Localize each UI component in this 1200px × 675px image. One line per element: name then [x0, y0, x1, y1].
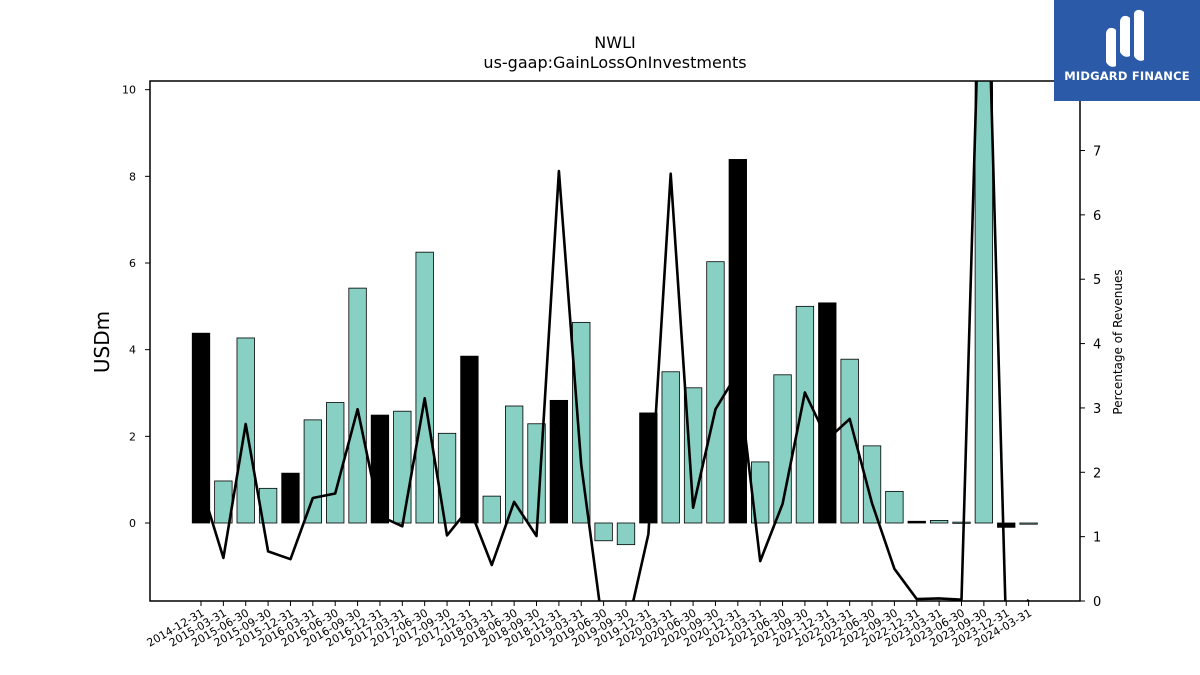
y2-tick-label: 1	[1093, 531, 1101, 546]
logo-text: MIDGARD FINANCE	[1064, 69, 1190, 83]
bar-2023-03-31	[929, 520, 949, 524]
line-group	[199, 81, 1030, 601]
bar-2020-12-31	[728, 159, 747, 524]
bar-2022-06-30	[862, 445, 882, 524]
bar-2017-09-30	[437, 432, 457, 524]
bar-2021-09-30	[795, 305, 815, 524]
y2-tick-label: 0	[1093, 595, 1101, 610]
bar-2017-12-31	[460, 355, 479, 524]
bar-2019-09-30	[616, 522, 636, 546]
bar-2020-09-30	[706, 261, 725, 524]
y-tick-label: 8	[129, 170, 136, 183]
bar-2022-03-31	[840, 358, 859, 524]
bar-2023-09-30	[974, 81, 994, 524]
y2-tick-label: 3	[1093, 402, 1101, 417]
bar-2017-06-30	[415, 251, 434, 524]
bar-2018-06-30	[504, 405, 524, 524]
bar-2022-12-31	[907, 520, 926, 524]
y-tick-label: 0	[129, 517, 136, 530]
y2-axis-label: Percentage of Revenues	[1111, 269, 1125, 414]
bar-2022-09-30	[885, 490, 904, 524]
bar-2023-12-31	[997, 522, 1016, 528]
bar-2020-03-31	[661, 371, 680, 524]
bar-2016-09-30	[348, 287, 367, 524]
bar-2018-03-31	[482, 495, 501, 524]
bar-2023-06-30	[952, 521, 971, 524]
logo-mark-icon	[1106, 9, 1144, 67]
y-tick-label: 4	[129, 344, 136, 357]
midgard-finance-logo: MIDGARD FINANCE	[1054, 0, 1200, 101]
y2-tick-label: 4	[1093, 338, 1101, 353]
y-tick-label: 2	[129, 430, 136, 443]
bar-2014-12-31	[191, 332, 211, 524]
bar-group	[191, 81, 1038, 546]
y2-tick-label: 6	[1093, 209, 1101, 224]
bar-2019-06-30	[594, 522, 613, 542]
line-series	[199, 81, 1030, 601]
y-axis-right: 0 1 2 3 4 5 6 7	[1080, 145, 1101, 610]
bar-2018-12-31	[549, 399, 569, 524]
bar-2016-03-31	[303, 419, 322, 524]
bar-2017-03-31	[393, 410, 412, 524]
y-tick-label: 10	[122, 84, 136, 97]
y2-tick-label: 2	[1093, 466, 1101, 481]
y2-tick-label: 7	[1093, 145, 1101, 160]
x-axis: 2014-12-312015-03-312015-06-302015-09-30…	[145, 601, 1034, 650]
y-axis-label: USDm	[90, 311, 114, 373]
bar-2015-12-31	[281, 472, 300, 524]
bar-2024-03-31	[1019, 522, 1038, 525]
y-axis-left: 0 2 4 6 8 10	[122, 84, 150, 530]
bar-2016-06-30	[326, 402, 345, 524]
plot-frame	[149, 80, 1081, 602]
bar-2019-03-31	[572, 321, 591, 524]
chart-title: NWLI	[594, 33, 635, 52]
bar-2016-12-31	[370, 414, 390, 524]
chart-subtitle: us-gaap:GainLossOnInvestments	[483, 53, 746, 72]
bar-2021-12-31	[818, 302, 837, 524]
y-tick-label: 6	[129, 257, 136, 270]
y2-tick-label: 5	[1093, 273, 1101, 288]
